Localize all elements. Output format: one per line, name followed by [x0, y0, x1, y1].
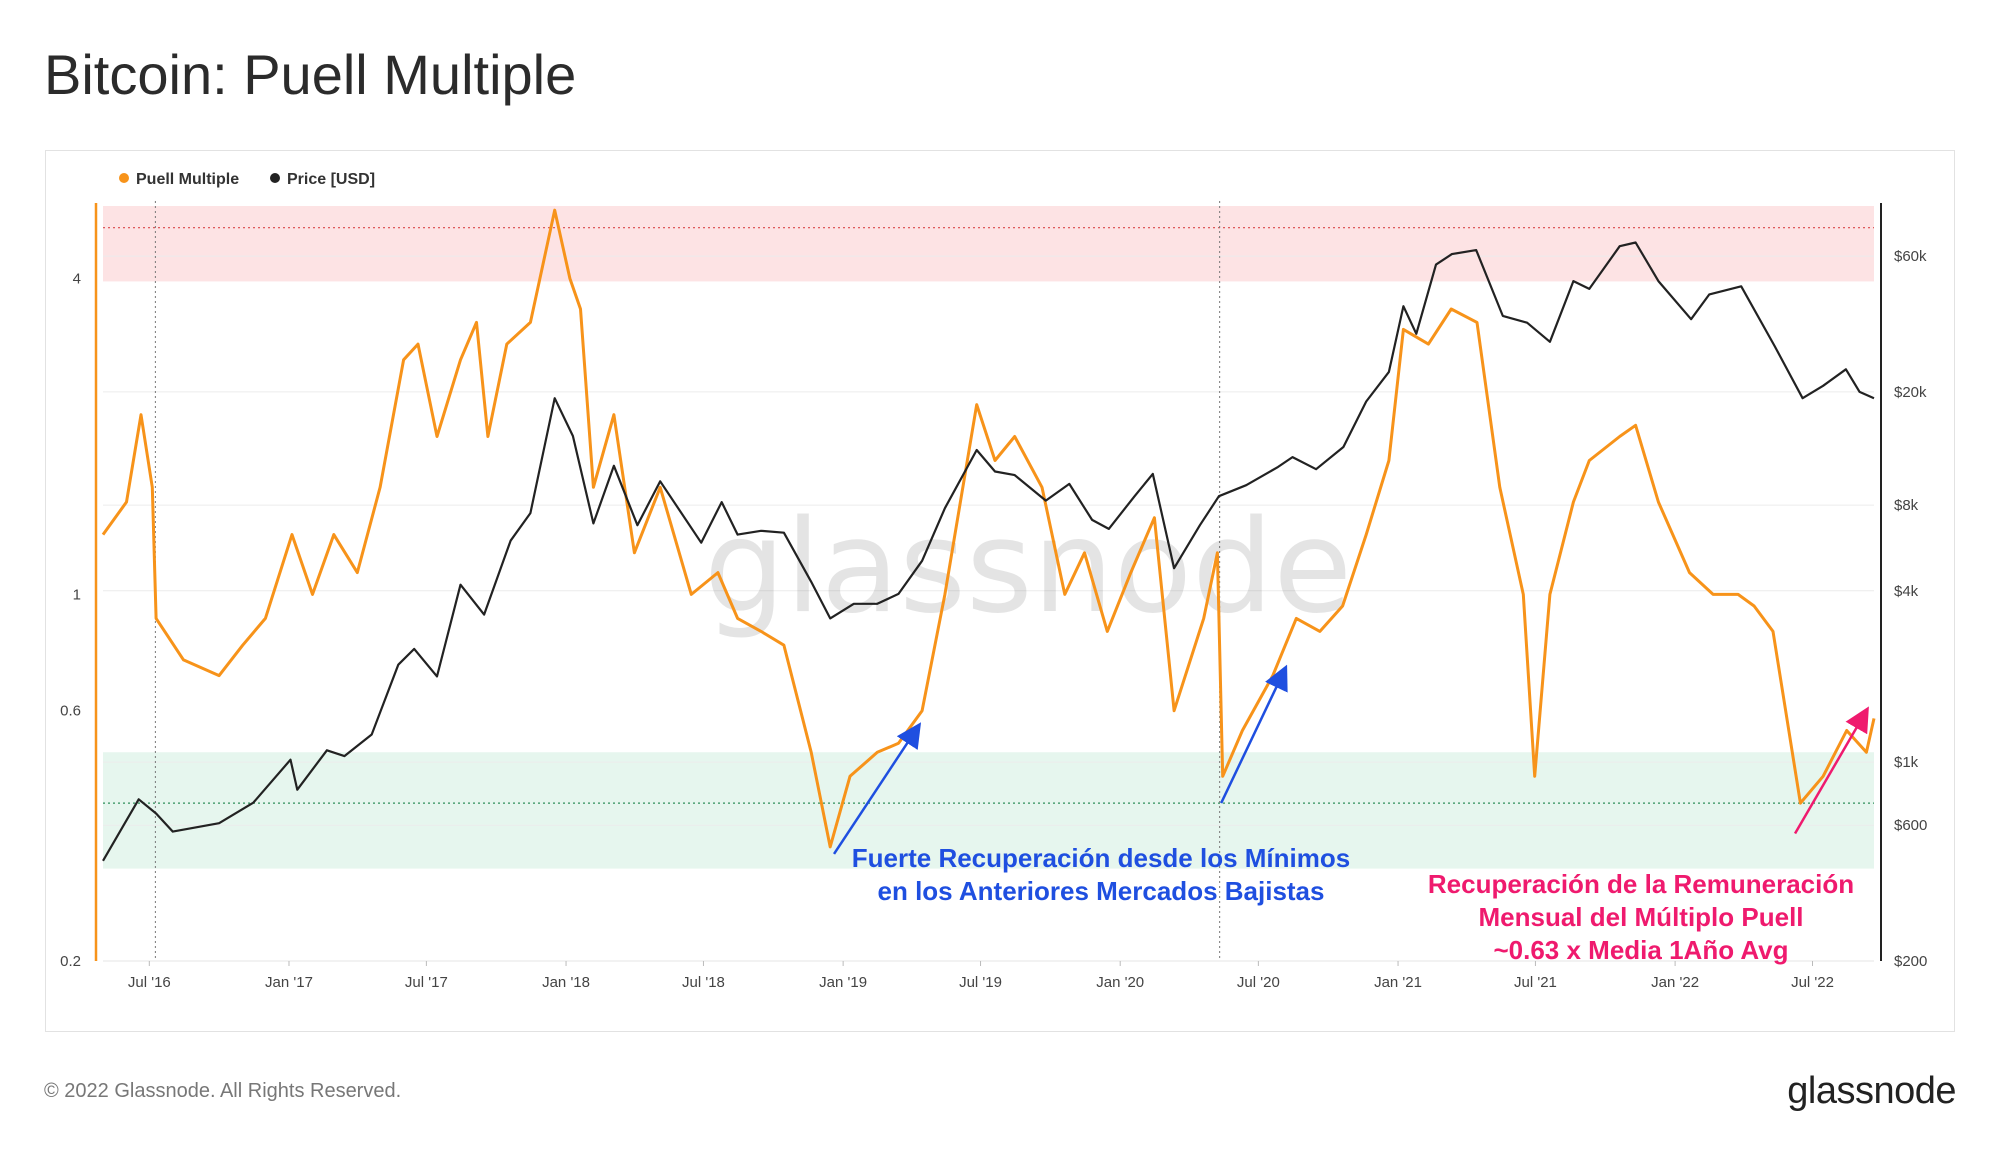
annotation-pink-line1: Recuperación de la Remuneración [1428, 869, 1854, 899]
right-tick-label-5: $20k [1894, 384, 1927, 401]
glassnode-logo[interactable]: glassnode [1787, 1070, 1956, 1112]
left-tick-label-3: 4 [73, 271, 81, 288]
legend-price-label[interactable]: Price [USD] [287, 171, 375, 188]
x-tick-label-1: Jan '17 [265, 974, 313, 991]
puell-multiple-line [101, 208, 1876, 849]
x-tick-label-7: Jan '20 [1096, 974, 1144, 991]
annotation-pink-line2: Mensual del Múltiplo Puell [1478, 902, 1803, 932]
annotation-pink-line3: ~0.63 x Media 1Año Avg [1493, 935, 1788, 965]
right-tick-label-2: $1k [1894, 754, 1919, 771]
right-tick-label-4: $8k [1894, 497, 1919, 514]
overvalued-band [103, 206, 1874, 282]
x-tick-label-4: Jul '18 [682, 974, 725, 991]
annotations-layer: Fuerte Recuperación desde los Mínimos en… [832, 664, 1869, 965]
x-tick-label-5: Jan '19 [819, 974, 867, 991]
price-usd-line [102, 241, 1875, 862]
left-tick-label-2: 1 [73, 586, 81, 603]
right-tick-label-3: $4k [1894, 583, 1919, 600]
arrow-blue-2020 [1220, 664, 1288, 804]
legend: Puell Multiple Price [USD] [119, 171, 375, 188]
watermark-text: glassnode [704, 493, 1352, 642]
x-tick-label-3: Jan '18 [542, 974, 590, 991]
x-tick-label-2: Jul '17 [405, 974, 448, 991]
legend-puell-marker [119, 173, 129, 183]
left-tick-label-1: 0.6 [60, 703, 81, 720]
x-tick-label-9: Jan '21 [1374, 974, 1422, 991]
axes-layer: 0.2 0.6 1 4 $200 $600 $1k $4k $8k $20k $60k Jul '16… [60, 203, 1927, 991]
right-tick-label-0: $200 [1894, 953, 1927, 970]
legend-puell-label[interactable]: Puell Multiple [136, 171, 239, 188]
page-title: Bitcoin: Puell Multiple [44, 43, 577, 106]
series-layer [101, 208, 1876, 862]
arrow-pink-2022 [1793, 706, 1869, 835]
right-tick-label-1: $600 [1894, 817, 1927, 834]
x-tick-label-6: Jul '19 [959, 974, 1002, 991]
footer-copyright: © 2022 Glassnode. All Rights Reserved. [44, 1080, 402, 1102]
chart: glassnode 0.2 0.6 1 4 $200 $600 $1k $4k $8k $20k $… [60, 171, 1927, 991]
legend-price-marker [270, 173, 280, 183]
bands-layer [103, 206, 1874, 869]
annotation-blue-line1: Fuerte Recuperación desde los Mínimos [852, 843, 1350, 873]
undervalued-band [103, 752, 1874, 869]
x-tick-label-8: Jul '20 [1237, 974, 1280, 991]
x-tick-label-12: Jul '22 [1791, 974, 1834, 991]
x-tick-label-0: Jul '16 [128, 974, 171, 991]
chart-container: glassnode 0.2 0.6 1 4 $200 $600 $1k $4k $8k $20k $… [45, 150, 1955, 1032]
left-tick-label-0: 0.2 [60, 953, 81, 970]
x-tick-label-11: Jan '22 [1651, 974, 1699, 991]
x-tick-label-10: Jul '21 [1514, 974, 1557, 991]
right-tick-label-6: $60k [1894, 248, 1927, 265]
annotation-blue-line2: en los Anteriores Mercados Bajistas [878, 876, 1325, 906]
arrow-blue-2019 [832, 722, 922, 855]
